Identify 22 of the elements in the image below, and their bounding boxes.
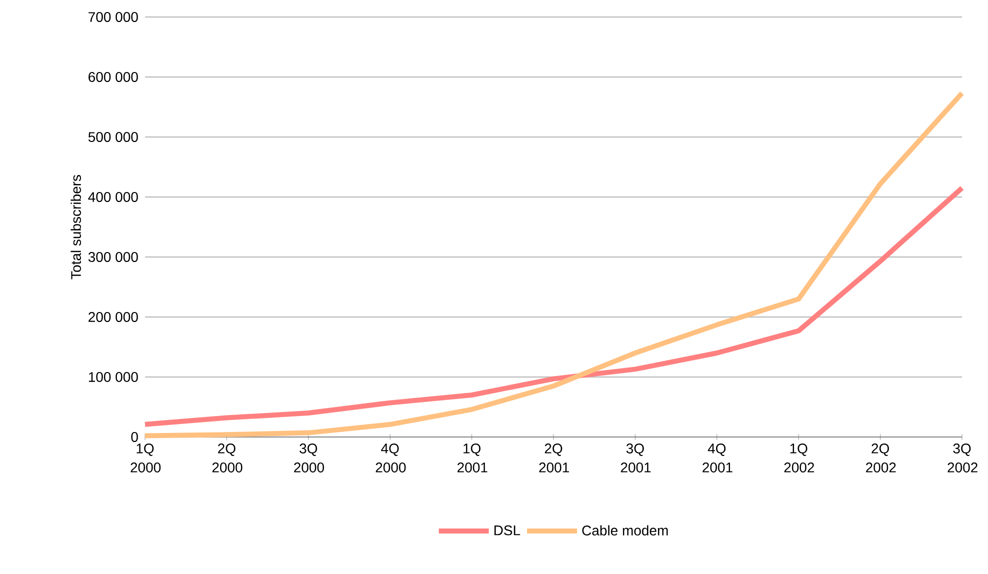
x-tick-label: 3Q 2002 xyxy=(948,444,978,472)
x-tick-label: 1Q 2000 xyxy=(130,444,161,472)
x-tick-label: 3Q 2001 xyxy=(620,444,651,472)
x-tick-label: 2Q 2002 xyxy=(866,444,896,472)
x-tick-label: 1Q 2001 xyxy=(458,444,488,472)
y-tick-label: 200 000 xyxy=(88,312,138,322)
y-tick-label: 100 000 xyxy=(88,372,138,382)
x-tick-label: 2Q 2001 xyxy=(539,444,569,472)
x-tick-label: 4Q 2000 xyxy=(376,444,406,472)
y-tick-label: 400 000 xyxy=(88,192,138,202)
y-axis-title: Total subscribers xyxy=(70,175,81,280)
y-tick-label: 0 xyxy=(131,432,138,442)
y-tick-label: 300 000 xyxy=(88,252,138,262)
legend-label: Cable modem xyxy=(582,525,668,536)
y-tick-label: 500 000 xyxy=(88,132,138,142)
x-tick-label: 3Q 2000 xyxy=(294,444,324,472)
y-tick-label: 700 000 xyxy=(88,12,138,22)
x-tick-label: 1Q 2002 xyxy=(784,444,814,472)
y-tick-label: 600 000 xyxy=(88,72,138,82)
legend-label: DSL xyxy=(494,525,520,536)
x-tick-label: 2Q 2000 xyxy=(212,444,242,472)
x-tick-label: 4Q 2001 xyxy=(702,444,732,472)
